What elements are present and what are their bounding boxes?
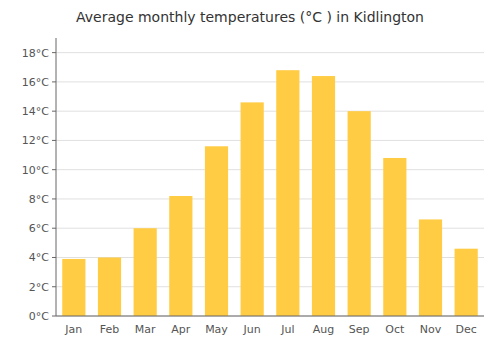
chart-svg: Average monthly temperatures (°C ) in Ki… bbox=[0, 0, 500, 350]
x-tick-label: Jun bbox=[243, 323, 261, 336]
x-tick-label: Sep bbox=[349, 323, 370, 336]
chart-title: Average monthly temperatures (°C ) in Ki… bbox=[76, 9, 424, 25]
y-tick bbox=[52, 198, 56, 199]
bar bbox=[419, 219, 442, 316]
bar bbox=[169, 196, 192, 316]
grid-line bbox=[56, 169, 484, 170]
bar bbox=[276, 70, 299, 316]
grid-line bbox=[56, 198, 484, 199]
y-tick bbox=[52, 140, 56, 141]
x-tick-label: Nov bbox=[420, 323, 442, 336]
y-tick bbox=[52, 228, 56, 229]
y-tick bbox=[52, 286, 56, 287]
y-tick-label: 16°C bbox=[22, 76, 49, 89]
x-tick-label: Mar bbox=[135, 323, 156, 336]
y-tick bbox=[52, 316, 56, 317]
x-axis-line bbox=[56, 316, 484, 317]
bar bbox=[205, 146, 228, 316]
x-tick-label: Apr bbox=[171, 323, 191, 336]
bar bbox=[134, 228, 157, 316]
x-tick-label: Aug bbox=[313, 323, 334, 336]
bar bbox=[312, 76, 335, 316]
grid-line bbox=[56, 81, 484, 82]
bars bbox=[62, 70, 478, 316]
y-tick bbox=[52, 257, 56, 258]
y-tick-label: 12°C bbox=[22, 134, 49, 147]
x-tick-label: Dec bbox=[456, 323, 477, 336]
y-tick-label: 4°C bbox=[29, 251, 49, 264]
x-tick-label: Jan bbox=[64, 323, 82, 336]
x-tick-label: Feb bbox=[100, 323, 119, 336]
grid-line bbox=[56, 140, 484, 141]
bar bbox=[383, 158, 406, 316]
bar bbox=[62, 259, 85, 316]
y-tick-label: 10°C bbox=[22, 164, 49, 177]
bar bbox=[98, 257, 121, 316]
y-tick bbox=[52, 169, 56, 170]
y-tick-label: 6°C bbox=[29, 222, 49, 235]
grid-line bbox=[56, 111, 484, 112]
y-tick-label: 18°C bbox=[22, 47, 49, 60]
grid-line bbox=[56, 316, 484, 317]
bar bbox=[241, 102, 264, 316]
y-tick-label: 2°C bbox=[29, 281, 49, 294]
x-tick-label: Jul bbox=[280, 323, 294, 336]
y-tick bbox=[52, 52, 56, 53]
y-tick-label: 8°C bbox=[29, 193, 49, 206]
y-tick bbox=[52, 81, 56, 82]
y-tick bbox=[52, 111, 56, 112]
y-tick-label: 14°C bbox=[22, 105, 49, 118]
grid-line bbox=[56, 52, 484, 53]
x-tick-label: Oct bbox=[385, 323, 405, 336]
bar bbox=[455, 249, 478, 316]
bar bbox=[348, 111, 371, 316]
chart-container: Average monthly temperatures (°C ) in Ki… bbox=[0, 0, 500, 350]
x-tick-label: May bbox=[205, 323, 228, 336]
y-axis-line bbox=[56, 38, 57, 316]
y-tick-label: 0°C bbox=[29, 310, 49, 323]
grid bbox=[56, 53, 484, 316]
